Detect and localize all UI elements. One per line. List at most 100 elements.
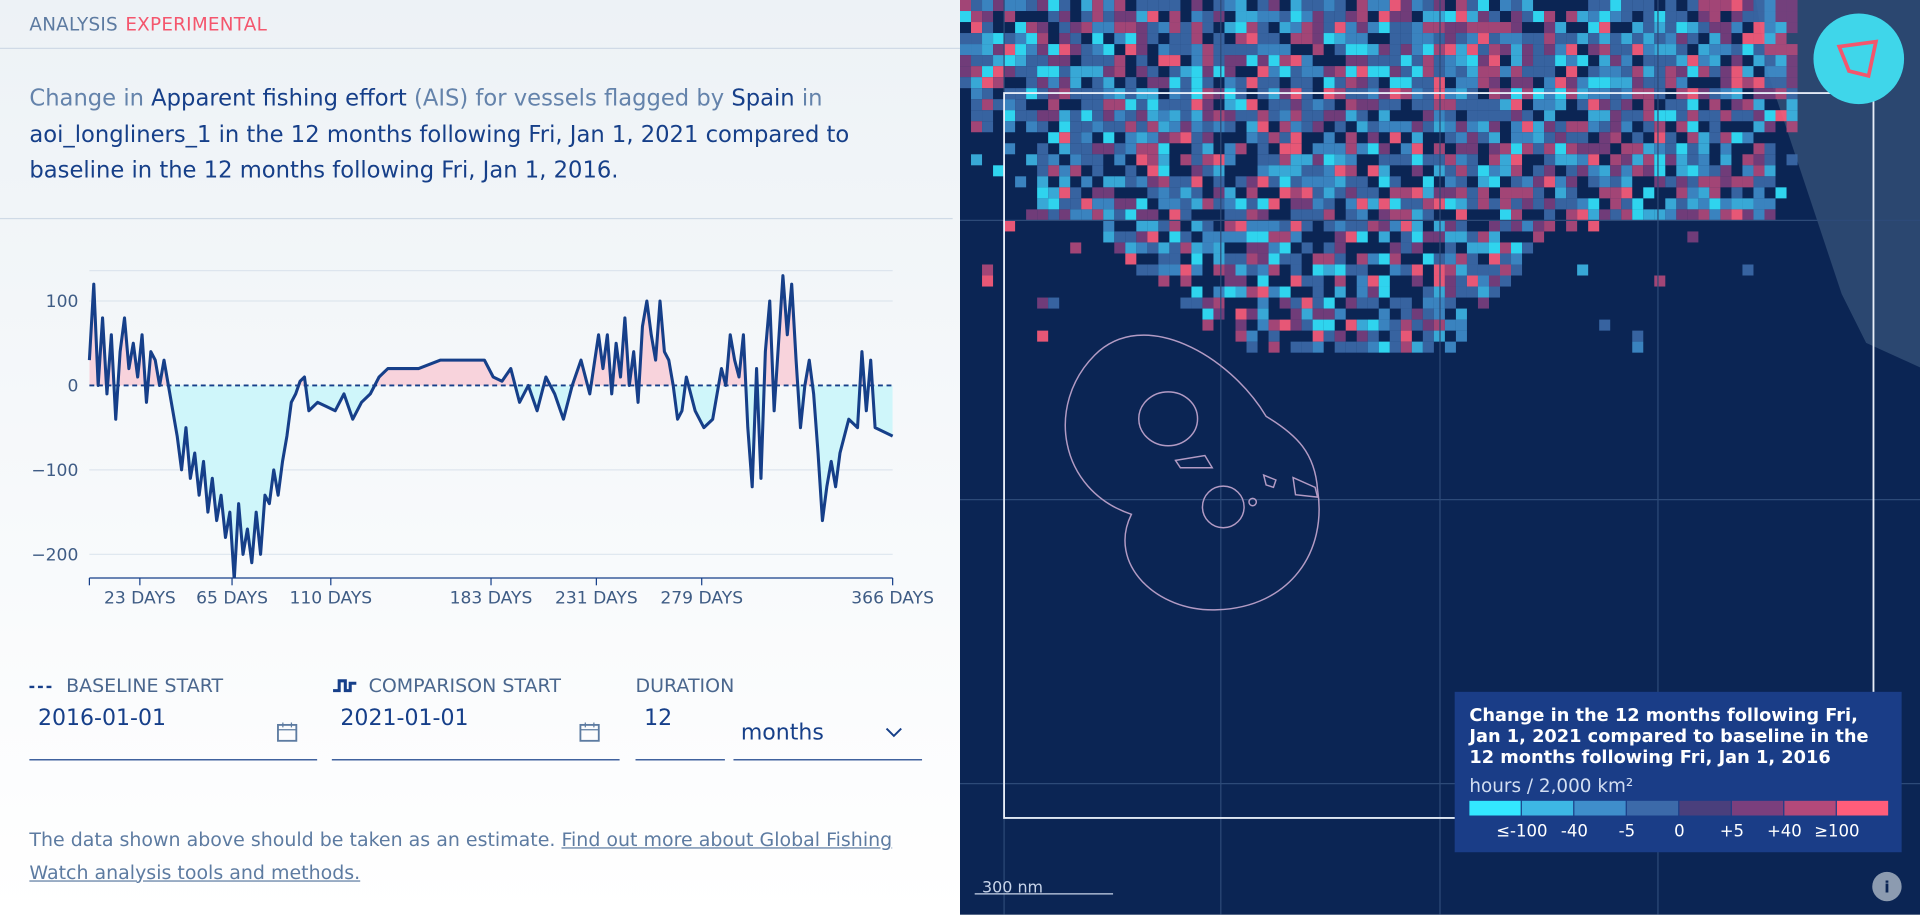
heat-cell [1544,165,1556,177]
heat-cell [1720,0,1732,12]
heat-cell [1610,55,1622,67]
heat-cell [1301,341,1313,353]
heat-cell [1544,198,1556,210]
heat-cell [1411,231,1423,243]
heat-cell [1610,110,1622,122]
heat-cell [1290,165,1302,177]
heat-cell [1455,187,1467,199]
heat-cell [1026,22,1038,34]
heat-cell [1533,220,1545,232]
heat-cell [1511,33,1523,45]
description-part: Spain [731,85,795,112]
heat-cell [1555,77,1567,89]
heat-cell [1191,143,1203,155]
heat-cell [1411,132,1423,144]
heat-cell [1533,231,1545,243]
heat-cell [1411,341,1423,353]
heat-cell [1037,22,1049,34]
heat-cell [1588,66,1600,78]
heat-cell [1665,66,1677,78]
heat-cell [1158,165,1170,177]
heat-cell [1511,22,1523,34]
heat-cell [1367,275,1379,287]
heat-cell [1654,165,1666,177]
heat-cell [1224,275,1236,287]
heat-cell [982,77,994,89]
heat-cell [1356,11,1368,23]
heat-cell [1742,176,1754,188]
heat-cell [1731,22,1743,34]
heat-cell [1632,341,1644,353]
heat-cell [1136,44,1148,56]
heat-cell [1290,110,1302,122]
heat-cell [1610,33,1622,45]
heat-cell [1389,33,1401,45]
heat-cell [1070,77,1082,89]
heat-cell [1786,0,1798,12]
heat-cell [1389,220,1401,232]
calendar-icon[interactable] [579,721,601,743]
heat-cell [1114,143,1126,155]
heat-cell [1477,121,1489,133]
heat-cell [1466,264,1478,276]
heat-cell [1345,110,1357,122]
chevron[interactable] [884,725,904,740]
heat-cell [1632,110,1644,122]
heat-cell [1191,0,1203,12]
heat-cell [1092,198,1104,210]
heat-cell [1488,77,1501,89]
heat-cell [1555,33,1567,45]
duration-input[interactable]: 12 [644,705,673,732]
duration-unit-select[interactable]: months [740,720,824,746]
heat-cell [1048,44,1060,56]
heat-cell [1191,297,1203,309]
heat-cell [1566,121,1578,133]
heat-cell [1533,143,1545,155]
calendar-icon[interactable] [277,721,299,743]
heat-cell [1500,154,1512,166]
heat-cell [1334,143,1346,155]
heat-cell [1191,99,1203,111]
heat-cell [1477,176,1489,188]
heat-cell [1466,11,1478,23]
heat-cell [1312,0,1324,12]
heat-cell [1246,99,1258,111]
heat-cell [1555,132,1567,144]
heat-cell [1599,187,1611,199]
methods-link[interactable]: Find out more about Global Fishing Watch… [29,828,893,884]
heat-cell [1400,55,1412,67]
heat-cell [1279,220,1291,232]
info-button[interactable] [1872,871,1902,902]
heat-cell [1191,242,1203,254]
heat-cell [1224,198,1236,210]
heat-cell [1488,132,1501,144]
heat-cell [1709,187,1721,199]
heat-cell [1676,55,1688,67]
heat-cell [1367,297,1379,309]
globe[interactable] [1813,13,1905,105]
heat-cell [982,33,994,45]
heat-cell [1731,176,1743,188]
heat-cell [1235,176,1247,188]
heat-cell [1599,121,1611,133]
heat-cell [1511,44,1523,56]
heat-cell [1301,220,1313,232]
baseline-input[interactable]: 2016-01-01 [37,705,167,732]
heat-cell [1169,0,1181,12]
heat-cell [1268,132,1280,144]
heat-cell [1577,154,1589,166]
comparison-input[interactable]: 2021-01-01 [340,705,469,732]
heat-cell [1235,44,1247,56]
heat-cell [1511,143,1523,155]
heat-cell [1268,176,1280,188]
heat-cell [1599,44,1611,56]
heat-cell [1753,165,1765,177]
heat-cell [1742,44,1754,56]
heat-cell [1345,176,1357,188]
heat-cell [1334,66,1346,78]
heat-cell [1125,110,1137,122]
heat-cell [1070,121,1082,133]
heat-cell [1169,121,1181,133]
heat-cell [1279,286,1291,298]
heat-cell [1279,154,1291,166]
